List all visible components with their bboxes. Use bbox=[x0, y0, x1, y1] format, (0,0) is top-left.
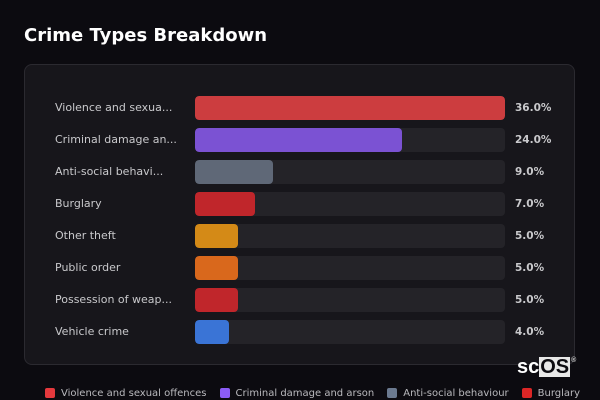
legend-item[interactable]: Criminal damage and arson bbox=[219, 387, 375, 399]
chart-title: Crime Types Breakdown bbox=[24, 25, 268, 46]
chart-card: Violence and sexua... 36.0% Criminal damag… bbox=[24, 64, 575, 365]
bar-row: Public order 5.0% bbox=[25, 256, 574, 280]
bar-category-label: Vehicle crime bbox=[55, 325, 129, 338]
bar-track bbox=[195, 160, 505, 184]
bar-fill[interactable] bbox=[195, 256, 239, 280]
legend-label: Violence and sexual offences bbox=[61, 387, 207, 399]
bar-track bbox=[195, 192, 505, 216]
legend-item[interactable]: Anti-social behaviour bbox=[387, 387, 509, 399]
registered-icon: ® bbox=[571, 357, 577, 364]
legend-label: Criminal damage and arson bbox=[235, 387, 375, 399]
legend-swatch-icon bbox=[219, 388, 230, 398]
bar-value-label: 9.0% bbox=[515, 166, 545, 178]
legend-label: Anti-social behaviour bbox=[403, 387, 509, 399]
legend-label: Burglary bbox=[537, 387, 581, 399]
bar-track bbox=[195, 256, 505, 280]
bar-fill[interactable] bbox=[195, 128, 402, 152]
bar-track bbox=[195, 224, 505, 248]
bar-category-label: Criminal damage an... bbox=[55, 133, 177, 146]
bar-row: Violence and sexua... 36.0% bbox=[25, 96, 574, 120]
bar-fill[interactable] bbox=[195, 224, 239, 248]
bar-value-label: 5.0% bbox=[515, 230, 545, 242]
legend-item[interactable]: Burglary bbox=[521, 387, 581, 399]
bar-value-label: 4.0% bbox=[515, 326, 545, 338]
bar-category-label: Violence and sexua... bbox=[55, 101, 173, 114]
bar-value-label: 24.0% bbox=[515, 134, 552, 146]
bar-category-label: Other theft bbox=[55, 229, 116, 242]
legend-swatch-icon bbox=[45, 388, 55, 398]
bar-row: Burglary 7.0% bbox=[25, 192, 574, 216]
watermark-sc: sc bbox=[517, 356, 540, 378]
scos-watermark-logo: sc OS ® bbox=[517, 357, 576, 377]
bar-category-label: Public order bbox=[55, 261, 121, 274]
bar-track bbox=[195, 320, 505, 344]
bar-value-label: 5.0% bbox=[515, 262, 545, 274]
bar-row: Vehicle crime 4.0% bbox=[25, 320, 574, 344]
bar-value-label: 5.0% bbox=[515, 294, 545, 306]
bar-row: Anti-social behavi... 9.0% bbox=[25, 160, 574, 184]
bar-fill[interactable] bbox=[195, 288, 239, 312]
bar-fill[interactable] bbox=[195, 192, 256, 216]
bar-fill[interactable] bbox=[195, 160, 273, 184]
bar-row: Criminal damage an... 24.0% bbox=[25, 128, 574, 152]
legend-item[interactable]: Violence and sexual offences bbox=[45, 388, 207, 399]
legend-swatch-icon bbox=[521, 388, 532, 398]
bar-category-label: Burglary bbox=[55, 197, 102, 210]
bar-fill[interactable] bbox=[195, 96, 505, 120]
bar-row: Possession of weap... 5.0% bbox=[25, 288, 574, 312]
bar-track bbox=[195, 128, 505, 152]
legend-swatch-icon bbox=[387, 388, 398, 398]
bar-track bbox=[195, 288, 505, 312]
bar-value-label: 7.0% bbox=[515, 198, 545, 210]
bar-category-label: Anti-social behavi... bbox=[55, 165, 164, 178]
chart-legend: Violence and sexual offences Criminal dam… bbox=[45, 386, 593, 400]
bar-row: Other theft 5.0% bbox=[25, 224, 574, 248]
bar-track bbox=[195, 96, 505, 120]
bar-fill[interactable] bbox=[195, 320, 230, 344]
bar-category-label: Possession of weap... bbox=[55, 293, 172, 306]
watermark-os: OS bbox=[539, 356, 571, 378]
bar-value-label: 36.0% bbox=[515, 102, 552, 114]
